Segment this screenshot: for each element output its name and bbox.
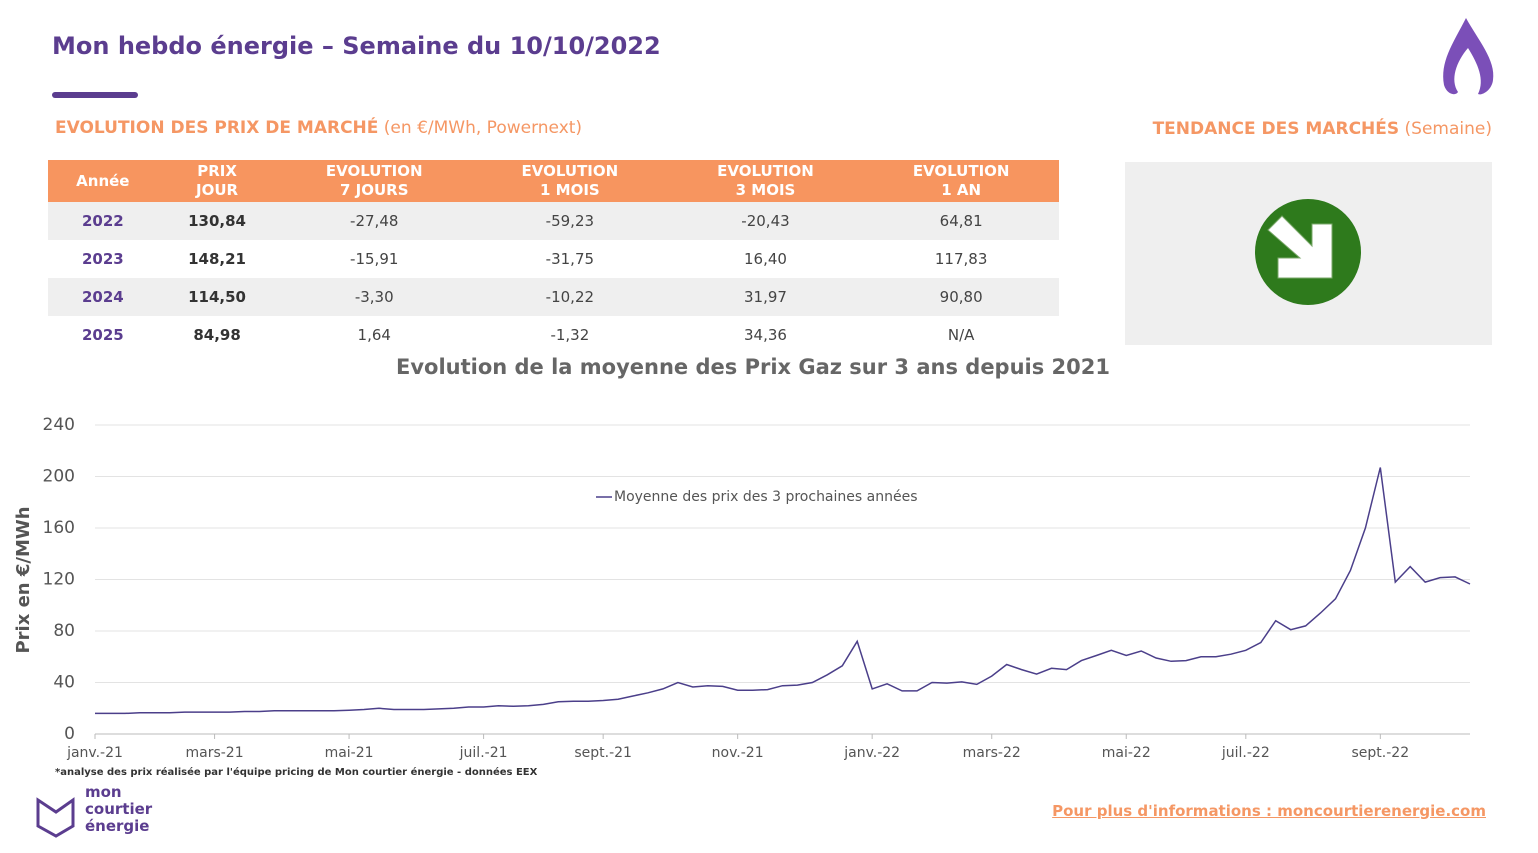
value-cell: 117,83 — [934, 250, 988, 268]
x-tick-label: nov.-21 — [712, 745, 764, 761]
x-tick-label: mai-21 — [325, 745, 374, 761]
value-cell: 148,21 — [188, 250, 246, 268]
logo-mark — [36, 797, 75, 838]
value-cell: 130,84 — [157, 202, 277, 240]
info-link[interactable]: Pour plus d'informations : moncourtieren… — [1052, 802, 1486, 820]
year-cell: 2024 — [48, 278, 158, 316]
x-tick-label: mars-22 — [963, 745, 1021, 761]
column-header: PRIX JOUR — [157, 160, 277, 202]
section-subtitle: (Semaine) — [1404, 119, 1492, 139]
y-tick-label: 240 — [43, 415, 75, 435]
column-header: Année — [48, 160, 158, 202]
value-cell: -1,32 — [550, 326, 590, 344]
table-row: 2024 114,50 -3,30 -10,22 31,97 90,80 — [48, 278, 1059, 316]
value-cell: 64,81 — [863, 202, 1059, 240]
year-cell: 2022 — [48, 202, 158, 240]
price-table: Année PRIX JOUR EVOLUTION 7 JOURS EVOLUTION… — [48, 160, 1059, 354]
value-cell: -10,22 — [472, 278, 668, 316]
x-tick-label: juil.-21 — [459, 745, 508, 761]
header-row: Année PRIX JOUR EVOLUTION 7 JOURS EVOLUTION… — [48, 160, 1059, 202]
y-tick-label: 120 — [43, 570, 75, 590]
table-row: 2022 130,84 -27,48 -59,23 -20,43 64,81 — [48, 202, 1059, 240]
section-subtitle: (en €/MWh, Powernext) — [383, 118, 583, 138]
x-tick-label: sept.-21 — [574, 745, 632, 761]
logo-text: mon courtier énergie — [85, 783, 153, 835]
x-tick-label: mars-21 — [185, 745, 243, 761]
year-cell: 2023 — [81, 250, 124, 268]
value-cell: 31,97 — [667, 278, 864, 316]
table-row: 2023 148,21 -15,91 -31,75 16,40 117,83 — [48, 240, 1059, 278]
column-header: EVOLUTION 7 JOURS — [276, 160, 473, 202]
y-tick-label: 200 — [43, 467, 75, 487]
title-underline — [52, 92, 138, 98]
section-title: TENDANCE DES MARCHÉS — [1152, 119, 1400, 139]
table-body: 2022 130,84 -27,48 -59,23 -20,43 64,81 2023 148… — [48, 202, 1059, 354]
value-cell: 90,80 — [863, 278, 1059, 316]
trend-panel — [1125, 162, 1492, 345]
value-cell: 16,40 — [744, 250, 787, 268]
x-tick-label: juil.-22 — [1221, 745, 1270, 761]
x-tick-label: mai-22 — [1102, 745, 1151, 761]
value-cell: -20,43 — [667, 202, 864, 240]
value-cell: -27,48 — [276, 202, 473, 240]
value-cell: 114,50 — [157, 278, 277, 316]
column-header: EVOLUTION 1 MOIS — [472, 160, 668, 202]
column-header: EVOLUTION 1 AN — [863, 160, 1059, 202]
flame-icon — [1443, 18, 1494, 95]
section-heading: EVOLUTION DES PRIX DE MARCHÉ (en €/MWh, … — [55, 118, 582, 138]
y-tick-label: 40 — [53, 673, 75, 693]
title: Mon hebdo énergie – Semaine du 10/10/202… — [52, 32, 661, 60]
value-cell: -15,91 — [350, 250, 399, 268]
x-tick-label: janv.-22 — [843, 745, 900, 761]
table-row: 2025 84,98 1,64 -1,32 34,36 N/A — [48, 316, 1059, 354]
chart-title: Evolution de la moyenne des Prix Gaz sur… — [396, 355, 1110, 379]
y-tick-label: 0 — [64, 724, 75, 744]
footnote: *analyse des prix réalisée par l'équipe … — [55, 767, 538, 778]
x-tick-label: sept.-22 — [1352, 745, 1410, 761]
value-cell: -3,30 — [276, 278, 473, 316]
value-cell: -59,23 — [472, 202, 668, 240]
y-tick-label: 160 — [43, 518, 75, 538]
section-title: EVOLUTION DES PRIX DE MARCHÉ — [55, 118, 379, 138]
x-tick-label: janv.-21 — [66, 745, 123, 761]
value-cell: -31,75 — [545, 250, 595, 268]
line-series — [95, 467, 1471, 715]
value-cell: 84,98 — [193, 326, 241, 344]
y-tick-label: 80 — [53, 621, 75, 641]
value-cell: 1,64 — [357, 326, 391, 344]
value-cell: 34,36 — [744, 326, 787, 344]
value-cell: N/A — [947, 326, 975, 344]
legend-label: Moyenne des prix des 3 prochaines années — [614, 489, 917, 505]
section-heading: TENDANCE DES MARCHÉS (Semaine) — [1153, 119, 1492, 139]
column-header: EVOLUTION 3 MOIS — [667, 160, 864, 202]
y-axis-label: Prix en €/MWh — [13, 506, 34, 653]
year-cell: 2025 — [81, 326, 124, 344]
